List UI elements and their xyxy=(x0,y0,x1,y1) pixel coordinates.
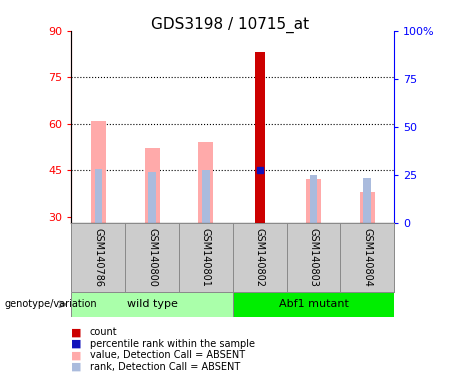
Text: GSM140804: GSM140804 xyxy=(362,228,372,287)
Text: percentile rank within the sample: percentile rank within the sample xyxy=(90,339,255,349)
Text: GSM140800: GSM140800 xyxy=(147,228,157,287)
Text: ■: ■ xyxy=(71,350,82,360)
Bar xyxy=(363,178,371,223)
Bar xyxy=(71,292,233,317)
Bar xyxy=(202,170,210,223)
Text: value, Detection Call = ABSENT: value, Detection Call = ABSENT xyxy=(90,350,245,360)
Text: wild type: wild type xyxy=(127,299,177,310)
Text: ■: ■ xyxy=(71,362,82,372)
Bar xyxy=(91,121,106,223)
Bar xyxy=(306,179,321,223)
Text: ■: ■ xyxy=(71,339,82,349)
Bar xyxy=(310,175,317,223)
Text: GSM140803: GSM140803 xyxy=(308,228,319,287)
Text: ■: ■ xyxy=(71,327,82,337)
Text: Abf1 mutant: Abf1 mutant xyxy=(278,299,349,310)
Text: genotype/variation: genotype/variation xyxy=(5,299,97,310)
Bar xyxy=(148,172,156,223)
Text: GSM140801: GSM140801 xyxy=(201,228,211,287)
Text: GSM140786: GSM140786 xyxy=(93,228,103,287)
Bar xyxy=(198,142,213,223)
Text: GDS3198 / 10715_at: GDS3198 / 10715_at xyxy=(151,17,310,33)
Text: rank, Detection Call = ABSENT: rank, Detection Call = ABSENT xyxy=(90,362,240,372)
Bar xyxy=(360,192,375,223)
Text: count: count xyxy=(90,327,118,337)
Bar xyxy=(233,292,394,317)
Bar xyxy=(145,148,160,223)
Text: GSM140802: GSM140802 xyxy=(254,228,265,287)
Bar xyxy=(255,52,265,223)
Bar xyxy=(95,169,102,223)
